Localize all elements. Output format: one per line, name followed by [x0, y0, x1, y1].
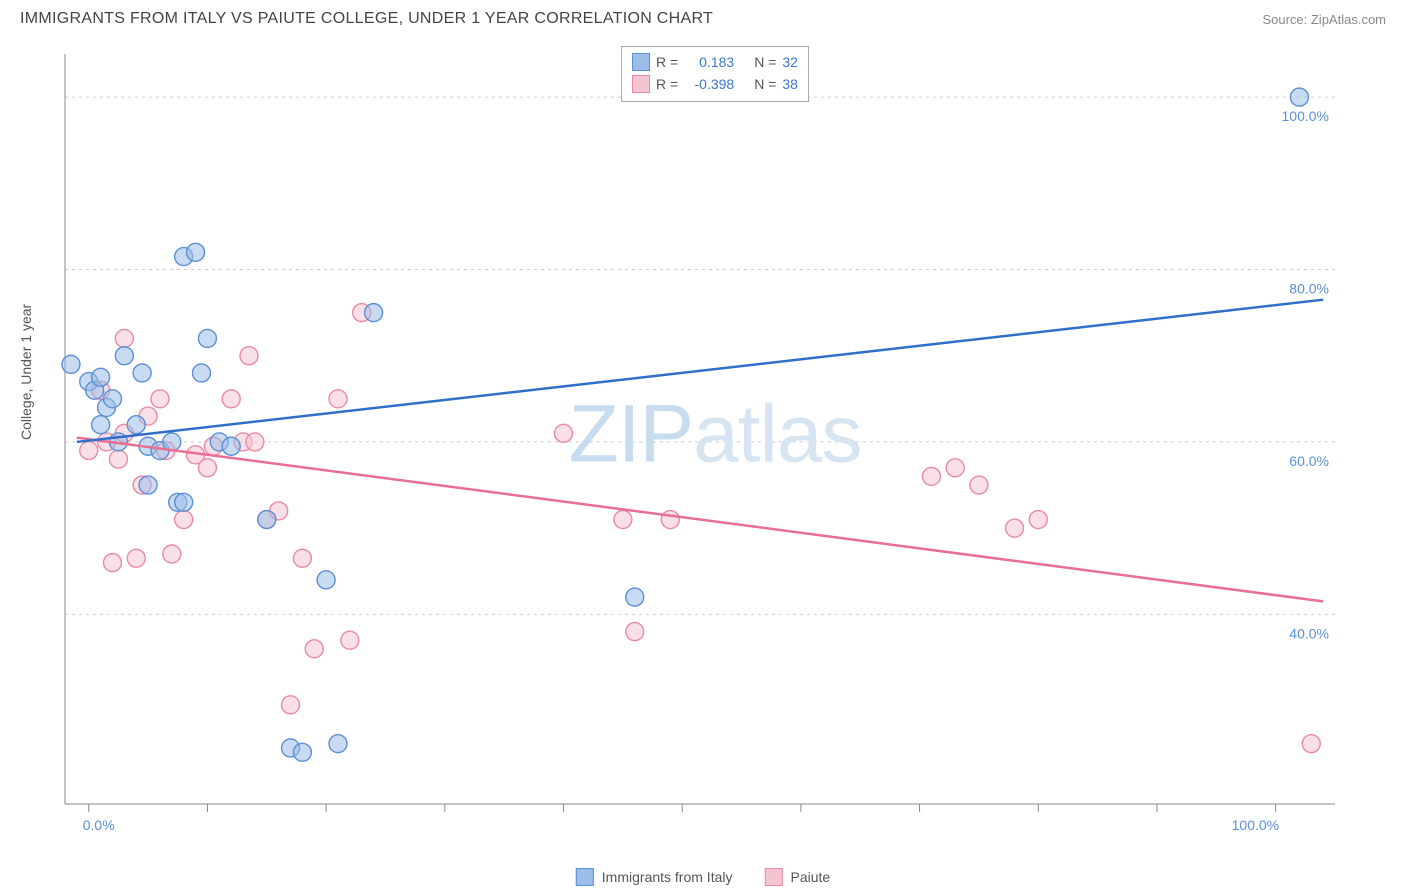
swatch-pink-icon: [632, 75, 650, 93]
svg-text:80.0%: 80.0%: [1289, 281, 1329, 297]
swatch-blue-icon: [576, 868, 594, 886]
legend-item-pink: Paiute: [765, 868, 831, 886]
y-axis-label: College, Under 1 year: [18, 304, 34, 440]
legend-row-blue: R = 0.183 N = 32: [632, 51, 798, 73]
svg-text:60.0%: 60.0%: [1289, 453, 1329, 469]
svg-text:100.0%: 100.0%: [1232, 817, 1279, 833]
scatter-chart: 40.0% 60.0% 80.0% 100.0% 0.0% 100.0%: [55, 44, 1375, 834]
swatch-blue-icon: [632, 53, 650, 71]
correlation-legend: R = 0.183 N = 32 R = -0.398 N = 38: [621, 46, 809, 102]
chart-title: IMMIGRANTS FROM ITALY VS PAIUTE COLLEGE,…: [20, 10, 713, 28]
series-legend: Immigrants from Italy Paiute: [576, 868, 830, 886]
legend-row-pink: R = -0.398 N = 38: [632, 73, 798, 95]
swatch-pink-icon: [765, 868, 783, 886]
chart-area: ZIPatlas 40.0%60.0%80.0%100.0%0.0%100.0%…: [55, 44, 1375, 834]
svg-text:0.0%: 0.0%: [83, 817, 115, 833]
svg-text:100.0%: 100.0%: [1282, 108, 1329, 124]
source-attribution: Source: ZipAtlas.com: [1262, 12, 1386, 27]
legend-item-blue: Immigrants from Italy: [576, 868, 733, 886]
svg-text:40.0%: 40.0%: [1289, 625, 1329, 641]
